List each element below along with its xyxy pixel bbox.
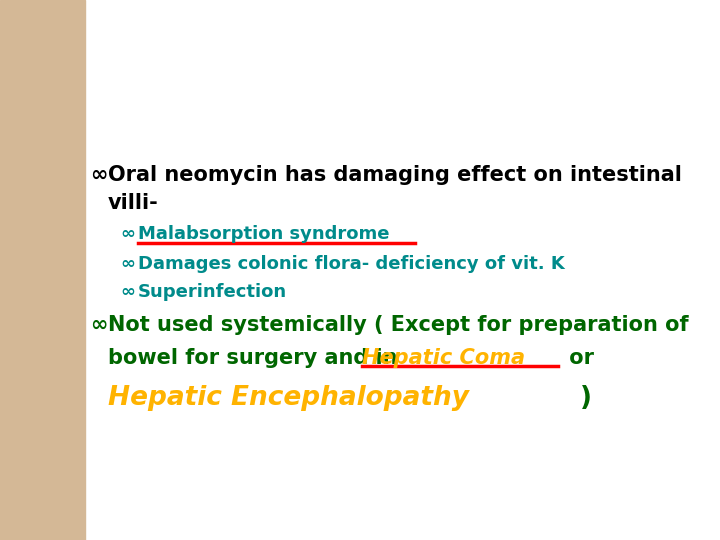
Text: ): ) — [580, 385, 592, 411]
Text: bowel for surgery and in: bowel for surgery and in — [108, 348, 405, 368]
Text: ∞: ∞ — [120, 283, 135, 301]
Text: Superinfection: Superinfection — [138, 283, 287, 301]
Text: Damages colonic flora- deficiency of vit. K: Damages colonic flora- deficiency of vit… — [138, 255, 564, 273]
Text: or: or — [562, 348, 594, 368]
Text: Oral neomycin has damaging effect on intestinal: Oral neomycin has damaging effect on int… — [108, 165, 682, 185]
Text: Malabsorption syndrome: Malabsorption syndrome — [138, 225, 390, 243]
Text: villi-: villi- — [108, 193, 158, 213]
Text: ∞: ∞ — [90, 165, 107, 185]
Text: Not used systemically ( Except for preparation of: Not used systemically ( Except for prepa… — [108, 315, 688, 335]
Text: ∞: ∞ — [90, 315, 107, 335]
Text: ∞: ∞ — [120, 225, 135, 243]
Text: ∞: ∞ — [120, 255, 135, 273]
Text: Hepatic Encephalopathy: Hepatic Encephalopathy — [108, 385, 469, 411]
Text: Hepatic Coma: Hepatic Coma — [362, 348, 525, 368]
